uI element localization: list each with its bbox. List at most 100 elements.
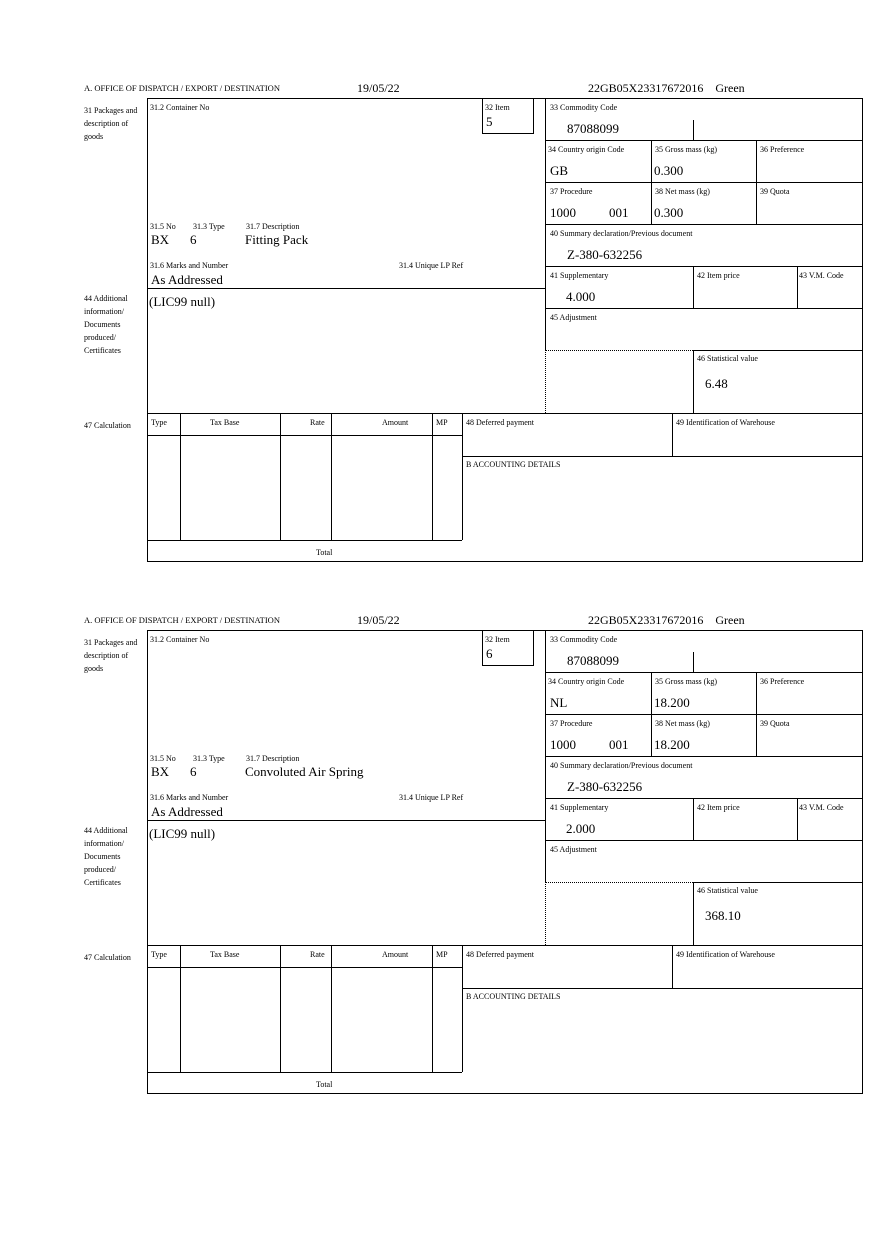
form-rule-line [280, 945, 281, 1072]
form-rule-line [147, 561, 863, 562]
box31-label: 31 Packages and description of goods [84, 106, 138, 141]
description-label: 31.7 Description [246, 754, 300, 763]
form-rule-line [462, 456, 862, 457]
form-rule-line [545, 308, 862, 309]
form-rule-line [693, 350, 862, 351]
col-tax-base: Tax Base [210, 950, 240, 959]
gross-value: 18.200 [654, 695, 690, 710]
reference: 22GB05X23317672016 Green [588, 613, 745, 627]
form-rule-line [147, 1093, 863, 1094]
unique-ref-label: 31.4 Unique LP Ref [399, 793, 464, 802]
type-label: 31.3 Type [193, 222, 225, 231]
preference-label: 36 Preference [760, 677, 805, 686]
supplementary-value: 4.000 [566, 289, 596, 304]
container-label: 31.2 Container No [150, 103, 210, 112]
summary-label: 40 Summary declaration/Previous document [550, 229, 693, 238]
additional-info-value: (LIC99 null) [149, 294, 216, 309]
form-rule-line [545, 140, 862, 141]
form-rule-line [545, 182, 862, 183]
gross-label: 35 Gross mass (kg) [655, 677, 717, 686]
unique-ref-label: 31.4 Unique LP Ref [399, 261, 464, 270]
form-rule-line [672, 945, 673, 988]
form-rule-line [462, 413, 463, 540]
form-rule-line [797, 266, 798, 308]
procedure-value: 1000 [550, 737, 576, 752]
marks-label: 31.6 Marks and Number [150, 261, 229, 270]
col-type: Type [151, 950, 167, 959]
form-rule-line [693, 882, 862, 883]
form-rule-line [147, 540, 462, 541]
form-rule-line [462, 945, 463, 1072]
no-label: 31.5 No [150, 754, 176, 763]
form-rule-line [280, 413, 281, 540]
marks-label: 31.6 Marks and Number [150, 793, 229, 802]
country-label: 34 Country origin Code [548, 145, 625, 154]
form-rule-line [545, 882, 693, 883]
marks-value: As Addressed [151, 804, 223, 819]
country-value: NL [550, 695, 568, 710]
total-label: Total [316, 548, 333, 557]
procedure-label: 37 Procedure [550, 187, 593, 196]
box44-label: 44 Additional information/ Documents pro… [84, 294, 128, 355]
item-label: 32 Item [485, 635, 510, 644]
form-rule-line [693, 652, 694, 672]
form-rule-line [147, 288, 545, 289]
form-rule-line [545, 350, 693, 351]
form-rule-line [462, 988, 862, 989]
total-label: Total [316, 1080, 333, 1089]
deferred-label: 48 Deferred payment [466, 950, 534, 959]
net-label: 38 Net mass (kg) [655, 719, 710, 728]
description-value: Fitting Pack [245, 232, 309, 247]
form-rule-line [545, 798, 862, 799]
form-rule-line [147, 945, 862, 946]
form-rule-line [147, 435, 462, 436]
item-label: 32 Item [485, 103, 510, 112]
form-rule-line [533, 98, 534, 133]
country-value: GB [550, 163, 569, 178]
supplementary-value: 2.000 [566, 821, 596, 836]
summary-label: 40 Summary declaration/Previous document [550, 761, 693, 770]
form-rule-line [147, 98, 862, 99]
summary-value: Z-380-632256 [567, 247, 643, 262]
form-rule-line [545, 266, 862, 267]
form-rule-line [331, 945, 332, 1072]
form-rule-line [180, 413, 181, 540]
net-label: 38 Net mass (kg) [655, 187, 710, 196]
net-value: 0.300 [654, 205, 684, 220]
form-rule-line [533, 630, 534, 665]
form-rule-line [147, 98, 148, 561]
procedure-label: 37 Procedure [550, 719, 593, 728]
col-mp: MP [436, 950, 448, 959]
adjustment-label: 45 Adjustment [550, 845, 597, 854]
col-amount: Amount [382, 950, 409, 959]
office-heading: A. OFFICE OF DISPATCH / EXPORT / DESTINA… [84, 615, 280, 625]
form-rule-line [147, 820, 545, 821]
gross-label: 35 Gross mass (kg) [655, 145, 717, 154]
warehouse-label: 49 Identification of Warehouse [676, 950, 775, 959]
form-rule-line [432, 413, 433, 540]
form-rule-line [331, 413, 332, 540]
statistical-label: 46 Statistical value [697, 354, 758, 363]
form-rule-line [756, 672, 757, 756]
form-rule-line [545, 756, 862, 757]
form-rule-line [545, 224, 862, 225]
office-heading: A. OFFICE OF DISPATCH / EXPORT / DESTINA… [84, 83, 280, 93]
form-rule-line [482, 133, 534, 134]
box31-label: 31 Packages and description of goods [84, 638, 138, 673]
item-value: 6 [486, 646, 493, 661]
form-rule-line [693, 120, 694, 140]
no-value: BX [151, 764, 170, 779]
col-mp: MP [436, 418, 448, 427]
type-value: 6 [190, 232, 197, 247]
box44-label: 44 Additional information/ Documents pro… [84, 826, 128, 887]
item-value: 5 [486, 114, 493, 129]
form-rule-line [147, 967, 462, 968]
reference: 22GB05X23317672016 Green [588, 81, 745, 95]
date: 19/05/22 [357, 613, 400, 627]
supplementary-label: 41 Supplementary [550, 271, 609, 280]
procedure-code-value: 001 [609, 205, 629, 220]
net-value: 18.200 [654, 737, 690, 752]
additional-info-value: (LIC99 null) [149, 826, 216, 841]
form-rule-line [482, 630, 483, 665]
